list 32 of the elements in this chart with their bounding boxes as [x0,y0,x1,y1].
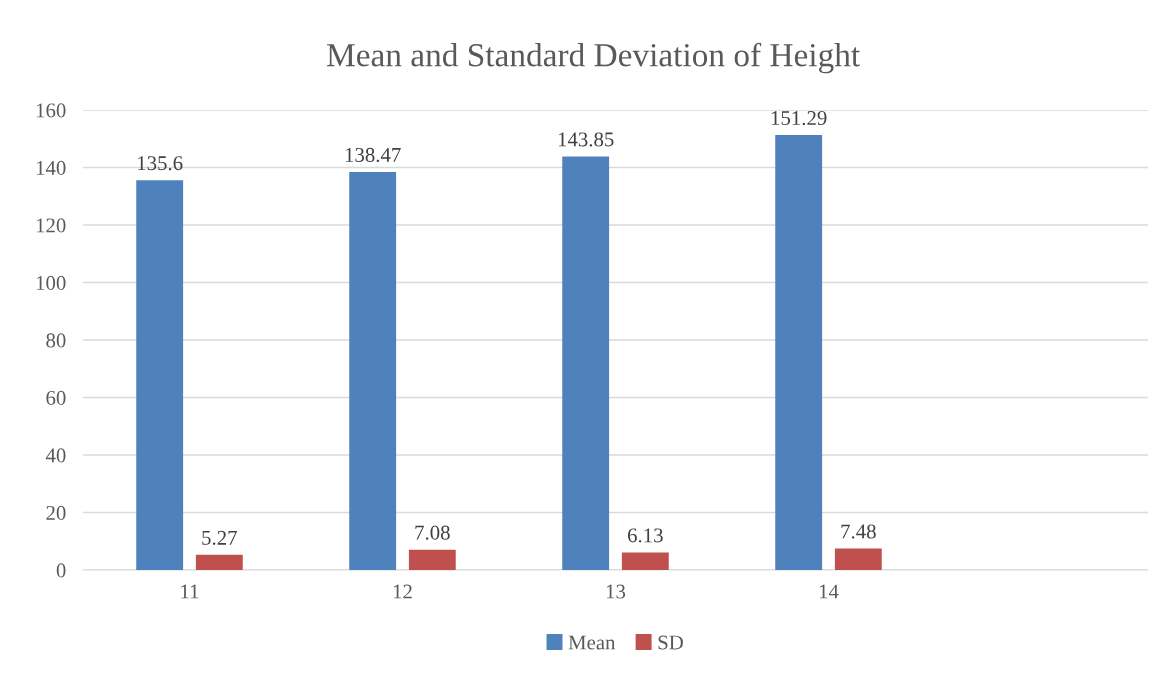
chart-title: Mean and Standard Deviation of Height [327,42,860,74]
x-tick-label: 11 [181,584,199,599]
legend-label: SD [658,635,683,650]
bar [195,554,243,570]
y-tick-label: 60 [46,390,66,405]
y-tick-label: 160 [36,103,66,118]
data-label: 7.08 [415,525,450,540]
y-tick-label: 140 [36,160,66,175]
bar [834,548,882,570]
bar [136,180,184,570]
data-label: 143.85 [558,132,614,147]
bar [562,156,610,570]
y-tick-label: 0 [56,563,66,578]
y-tick-label: 40 [45,448,66,463]
x-tick-label: 13 [606,584,626,599]
data-label: 151.29 [771,111,827,126]
y-tick-label: 20 [46,505,66,520]
bar [349,171,397,570]
data-label: 5.27 [202,530,237,545]
y-tick-label: 120 [36,218,66,233]
x-tick-label: 14 [819,584,839,599]
data-label: 138.47 [345,147,401,163]
bar [408,549,456,570]
x-tick-label: 12 [393,584,412,599]
y-tick-label: 100 [36,275,66,290]
data-label: 6.13 [627,528,663,543]
data-label: 135.6 [138,156,183,171]
data-label: 7.48 [841,524,876,539]
bar [621,552,669,570]
y-tick-label: 80 [46,333,66,348]
legend-label: Mean [568,635,616,650]
bar [775,135,823,570]
